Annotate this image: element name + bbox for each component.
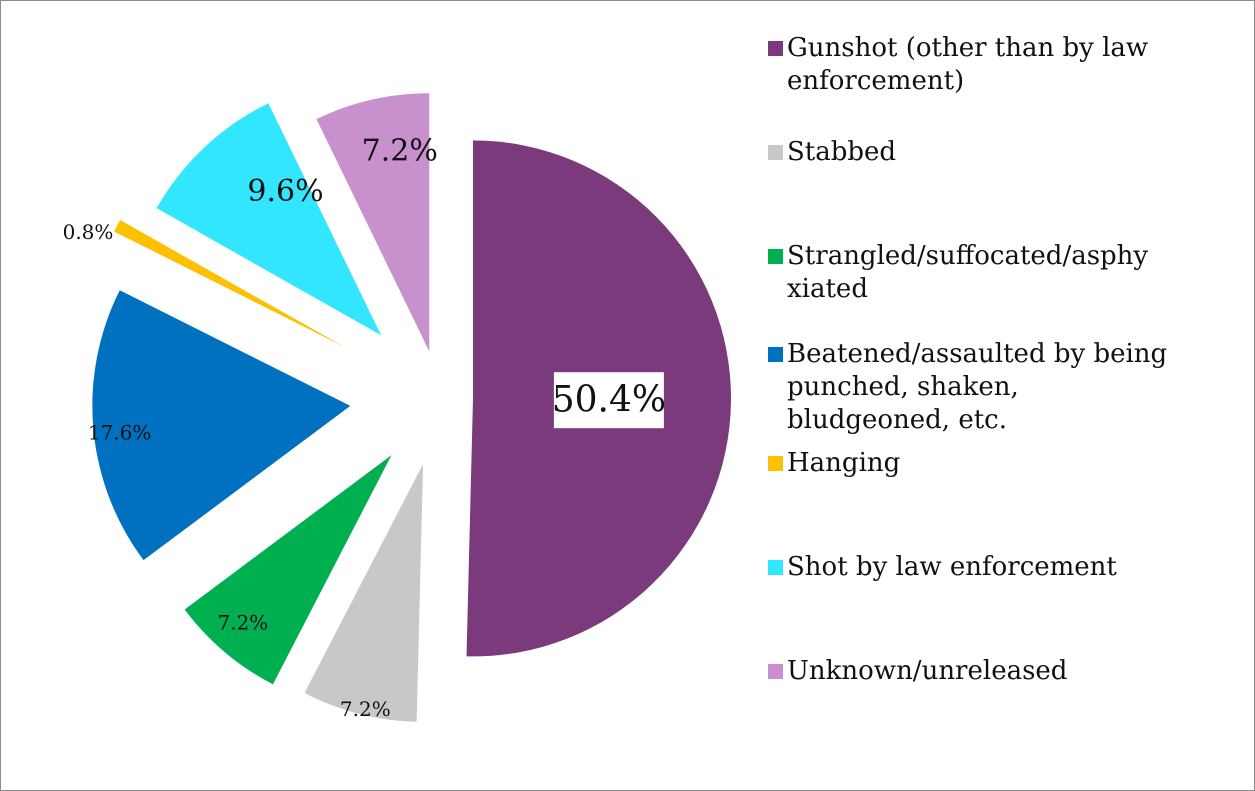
legend-label: Unknown/unreleased bbox=[787, 656, 1068, 686]
legend-item: Beatened/assaulted by being punched, shak… bbox=[768, 338, 1217, 437]
data-label: 17.6% bbox=[88, 420, 152, 444]
legend-swatch bbox=[768, 664, 783, 679]
legend-item: Shot by law enforcement bbox=[768, 551, 1217, 584]
pie-slice bbox=[304, 463, 424, 722]
pie-slice bbox=[114, 220, 345, 348]
legend-label: Beatened/assaulted by being punched, shak… bbox=[787, 339, 1168, 435]
legend-swatch bbox=[768, 145, 783, 160]
pie-slice bbox=[156, 103, 382, 336]
legend-label: Strangled/suffocated/asphy xiated bbox=[787, 241, 1149, 304]
data-label: 9.6% bbox=[247, 174, 323, 209]
legend-item: Stabbed bbox=[768, 136, 1217, 169]
legend-swatch bbox=[768, 560, 783, 575]
data-label: 7.2% bbox=[362, 134, 438, 169]
legend-label: Gunshot (other than by law enforcement) bbox=[787, 33, 1149, 96]
legend-item: Gunshot (other than by law enforcement) bbox=[768, 32, 1217, 98]
data-label: 50.4% bbox=[552, 380, 666, 421]
data-label: 7.2% bbox=[218, 611, 269, 635]
pie-slice bbox=[316, 93, 430, 352]
pie-slice bbox=[184, 455, 392, 685]
legend-label: Hanging bbox=[787, 448, 901, 478]
legend-swatch bbox=[768, 347, 783, 362]
legend-item: Hanging bbox=[768, 447, 1217, 480]
data-label: 7.2% bbox=[340, 697, 391, 721]
legend-swatch bbox=[768, 41, 783, 56]
data-label-box bbox=[553, 372, 664, 429]
legend-swatch bbox=[768, 456, 783, 471]
legend-label: Stabbed bbox=[787, 137, 897, 167]
legend-swatch bbox=[768, 249, 783, 264]
pie-slice bbox=[92, 290, 351, 561]
legend-label: Shot by law enforcement bbox=[787, 552, 1117, 582]
legend-item: Unknown/unreleased bbox=[768, 655, 1217, 688]
data-label: 0.8% bbox=[63, 220, 114, 244]
legend-item: Strangled/suffocated/asphy xiated bbox=[768, 240, 1217, 306]
